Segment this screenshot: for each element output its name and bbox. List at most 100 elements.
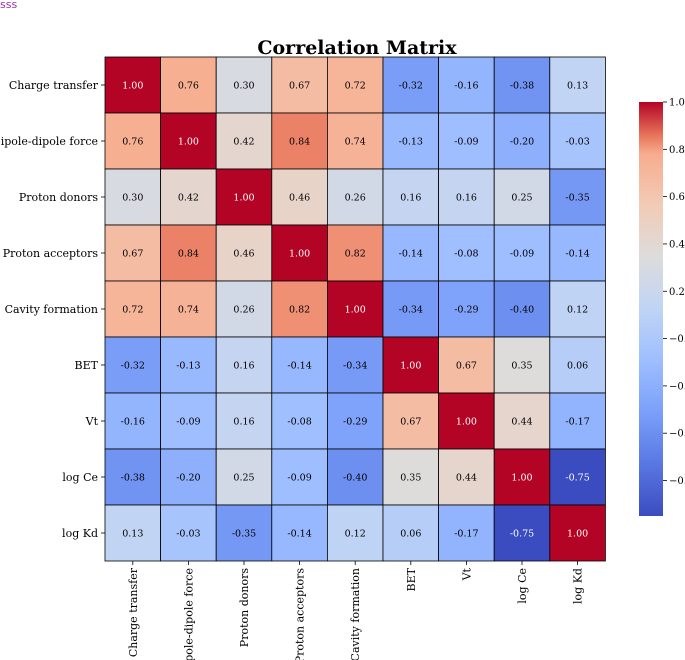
heatmap-cell (215, 224, 273, 282)
heatmap-cell (160, 280, 217, 338)
column-tick-label: Vt (460, 567, 473, 581)
column-tick-label: Proton donors (238, 568, 251, 648)
cell-value-label: 0.26 (345, 193, 366, 204)
heatmap-cell (215, 168, 273, 226)
colorbar-tick-label: 0.4 (669, 239, 685, 250)
cell-value-label: 0.06 (400, 529, 421, 540)
cell-value-label: 1.00 (233, 193, 254, 204)
row-tick-label: Charge transfer (9, 79, 99, 92)
column-tick-label: Proton acceptors (294, 568, 307, 660)
cell-value-label: 1.00 (511, 473, 532, 484)
heatmap-cell (271, 280, 328, 338)
heatmap-cell (160, 448, 217, 506)
heatmap-cell (493, 224, 551, 282)
cell-value-label: -0.14 (287, 361, 311, 372)
heatmap-cell (326, 392, 384, 450)
heatmap-cell (104, 392, 161, 450)
heatmap-cell (271, 392, 328, 450)
heatmap-cell (160, 56, 217, 114)
row-tick-label: log Ce (62, 471, 98, 484)
cell-value-label: 0.42 (178, 193, 199, 204)
column-tick-label: log Ce (516, 568, 529, 604)
cell-value-label: 1.00 (289, 249, 310, 260)
heatmap-cell (493, 112, 551, 170)
heatmap-cell (326, 448, 384, 506)
cell-value-label: -0.38 (121, 473, 145, 484)
row-tick-label: Proton donors (19, 191, 99, 204)
heatmap-cell (215, 504, 273, 562)
cell-value-label: 0.35 (511, 361, 532, 372)
cell-value-label: -0.14 (565, 249, 589, 260)
cell-value-label: 0.13 (567, 81, 588, 92)
cell-value-label: -0.20 (176, 473, 200, 484)
heatmap-cell (549, 392, 606, 450)
heatmap-cell (382, 224, 439, 282)
heatmap-cell (271, 336, 328, 394)
cell-value-label: -0.75 (510, 529, 534, 540)
cell-value-label: 0.16 (233, 361, 254, 372)
heatmap-cell (160, 336, 217, 394)
heatmap-cell (549, 224, 606, 282)
cell-value-label: -0.09 (510, 249, 534, 260)
cell-value-label: -0.75 (565, 473, 589, 484)
heatmap-cell (493, 392, 551, 450)
heatmap-cell (549, 112, 606, 170)
cell-value-label: -0.32 (399, 81, 423, 92)
heatmap-cell (326, 168, 384, 226)
heatmap-cell (215, 336, 273, 394)
heatmap-cells: 1.00 0.76 0.30 0.67 0.72 -0.32 -0.16 -0.38 0.13 0… (104, 56, 606, 562)
cell-value-label: 0.44 (456, 473, 477, 484)
heatmap-cell (549, 504, 606, 562)
cell-value-label: 0.12 (567, 305, 588, 316)
cell-value-label: 0.16 (233, 417, 254, 428)
cell-value-label: 0.46 (233, 249, 254, 260)
colorbar-tick-label: −0.0 (669, 334, 685, 345)
heatmap-cell (438, 168, 495, 226)
cell-value-label: 0.06 (567, 361, 588, 372)
row-tick-label: log Kd (62, 527, 98, 540)
cell-value-label: 0.82 (289, 305, 310, 316)
cell-value-label: 0.82 (345, 249, 366, 260)
cell-value-label: 0.74 (178, 305, 199, 316)
row-tick-label: BET (75, 359, 99, 372)
row-tick-label: Cavity formation (5, 303, 98, 316)
colorbar-tick-label: 0.8 (669, 145, 685, 156)
heatmap-cell (160, 504, 217, 562)
heatmap-cell (438, 448, 495, 506)
colorbar-tick-label: 0.6 (669, 192, 685, 203)
cell-value-label: 0.25 (233, 473, 254, 484)
heatmap-cell (271, 504, 328, 562)
heatmap-cell (438, 392, 495, 450)
heatmap-cell (493, 448, 551, 506)
cell-value-label: 1.00 (345, 305, 366, 316)
heatmap-cell (160, 224, 217, 282)
cell-value-label: 1.00 (456, 417, 477, 428)
heatmap-cell (493, 336, 551, 394)
colorbar (639, 102, 663, 516)
cell-value-label: -0.09 (176, 417, 200, 428)
cell-value-label: 0.76 (178, 81, 199, 92)
cell-value-label: -0.40 (510, 305, 534, 316)
cell-value-label: -0.09 (454, 137, 478, 148)
heatmap-cell (104, 280, 161, 338)
cell-value-label: 0.74 (345, 137, 366, 148)
cell-value-label: 1.00 (122, 81, 143, 92)
corner-label: sss (0, 0, 18, 11)
heatmap-cell (382, 112, 439, 170)
cell-value-label: 0.46 (289, 193, 310, 204)
cell-value-label: 0.72 (122, 305, 143, 316)
cell-value-label: 0.44 (511, 417, 532, 428)
cell-value-label: 0.13 (122, 529, 143, 540)
heatmap-cell (215, 392, 273, 450)
column-labels: Charge transfer Dipole-dipole force Proton… (127, 561, 585, 660)
heatmap-cell (215, 112, 273, 170)
cell-value-label: -0.14 (399, 249, 423, 260)
cell-value-label: -0.35 (232, 529, 256, 540)
colorbar-gradient (639, 102, 663, 516)
heatmap-cell (382, 392, 439, 450)
cell-value-label: 0.67 (289, 81, 310, 92)
cell-value-label: -0.29 (343, 417, 367, 428)
cell-value-label: 0.67 (456, 361, 477, 372)
colorbar-tick-label: −0.2 (669, 381, 685, 392)
